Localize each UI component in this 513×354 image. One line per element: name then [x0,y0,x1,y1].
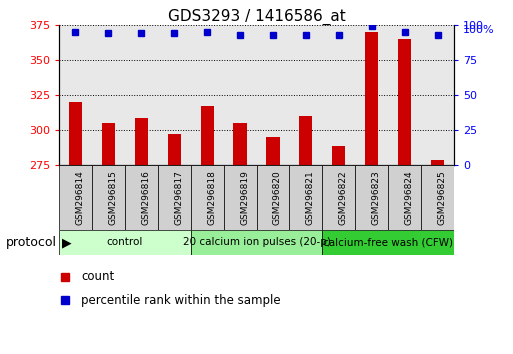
Text: 20 calcium ion pulses (20-p): 20 calcium ion pulses (20-p) [183,238,330,247]
Text: GSM296817: GSM296817 [174,170,183,225]
Text: GSM296823: GSM296823 [372,170,381,225]
Bar [135,119,148,165]
FancyBboxPatch shape [388,165,421,230]
Bar [102,122,115,165]
Bar [201,106,214,165]
Text: GSM296824: GSM296824 [405,170,413,225]
Bar [299,116,312,165]
Text: count: count [81,270,114,283]
FancyBboxPatch shape [224,165,256,230]
FancyBboxPatch shape [289,165,322,230]
FancyBboxPatch shape [256,165,289,230]
Text: GSM296814: GSM296814 [75,170,85,225]
Text: control: control [107,238,143,247]
Bar [168,134,181,165]
Text: GSM296821: GSM296821 [306,170,315,225]
Text: GSM296815: GSM296815 [108,170,117,225]
FancyBboxPatch shape [322,230,454,255]
FancyBboxPatch shape [92,165,125,230]
Bar [398,39,411,165]
FancyBboxPatch shape [59,230,191,255]
Text: GSM296819: GSM296819 [240,170,249,225]
Bar [69,102,82,165]
Text: GSM296825: GSM296825 [438,170,446,225]
FancyBboxPatch shape [322,165,355,230]
FancyBboxPatch shape [59,165,92,230]
Text: ▶: ▶ [62,236,71,249]
Bar [365,32,378,165]
Text: GSM296822: GSM296822 [339,170,348,225]
Bar [233,122,247,165]
FancyBboxPatch shape [125,165,158,230]
Bar [431,160,444,165]
Bar [266,137,280,165]
FancyBboxPatch shape [191,230,322,255]
Bar [332,147,345,165]
Text: calcium-free wash (CFW): calcium-free wash (CFW) [323,238,453,247]
Text: GSM296816: GSM296816 [141,170,150,225]
Text: 100%: 100% [462,25,494,35]
FancyBboxPatch shape [355,165,388,230]
Text: GSM296818: GSM296818 [207,170,216,225]
FancyBboxPatch shape [421,165,454,230]
Text: GDS3293 / 1416586_at: GDS3293 / 1416586_at [168,9,345,25]
FancyBboxPatch shape [158,165,191,230]
Text: GSM296820: GSM296820 [273,170,282,225]
Text: protocol: protocol [6,236,56,249]
Text: percentile rank within the sample: percentile rank within the sample [81,294,281,307]
FancyBboxPatch shape [191,165,224,230]
